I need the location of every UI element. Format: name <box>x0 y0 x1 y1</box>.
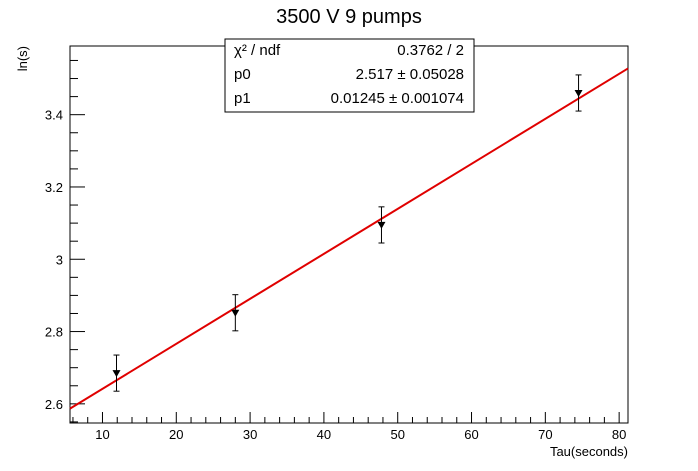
stats-value-p0: 2.517 ± 0.05028 <box>356 66 464 83</box>
stats-box-frame <box>224 38 475 113</box>
x-tick-label: 20 <box>169 427 183 442</box>
stats-label-chi2: χ² / ndf <box>234 42 281 59</box>
x-tick-label: 50 <box>390 427 404 442</box>
y-axis-label: ln(s) <box>15 46 30 71</box>
x-tick-label: 10 <box>95 427 109 442</box>
y-tick-label: 2.8 <box>45 325 63 340</box>
x-tick-label: 80 <box>612 427 626 442</box>
data-series <box>69 67 629 410</box>
data-point <box>231 294 240 332</box>
y-tick-label: 2.6 <box>45 397 63 412</box>
stats-label-p0: p0 <box>234 66 251 83</box>
data-point <box>377 206 386 244</box>
stats-value-p1: 0.01245 ± 0.001074 <box>331 90 464 107</box>
x-tick-label: 60 <box>464 427 478 442</box>
y-tick-label: 3 <box>56 252 63 267</box>
x-tick-label: 70 <box>538 427 552 442</box>
y-tick-label: 3.4 <box>45 108 63 123</box>
x-tick-label: 30 <box>243 427 257 442</box>
data-point <box>574 74 583 112</box>
y-tick-label: 3.2 <box>45 180 63 195</box>
point-marker <box>377 221 386 229</box>
point-marker <box>574 89 583 97</box>
x-axis-label: Tau(seconds) <box>550 444 628 459</box>
y-axis: 2.6 2.8 3 3.2 3.4 <box>45 59 85 423</box>
stats-box: χ² / ndf 0.3762 / 2 p0 2.517 ± 0.05028 p… <box>224 38 475 113</box>
stats-label-p1: p1 <box>234 90 251 107</box>
stats-value-chi2: 0.3762 / 2 <box>397 42 464 59</box>
fit-line <box>69 67 629 410</box>
data-point <box>112 354 121 392</box>
chart-title: 3500 V 9 pumps <box>276 6 422 28</box>
x-axis: 10 20 30 40 50 60 70 80 <box>72 412 626 442</box>
x-tick-label: 40 <box>317 427 331 442</box>
point-marker <box>231 309 240 317</box>
point-marker <box>112 370 121 378</box>
